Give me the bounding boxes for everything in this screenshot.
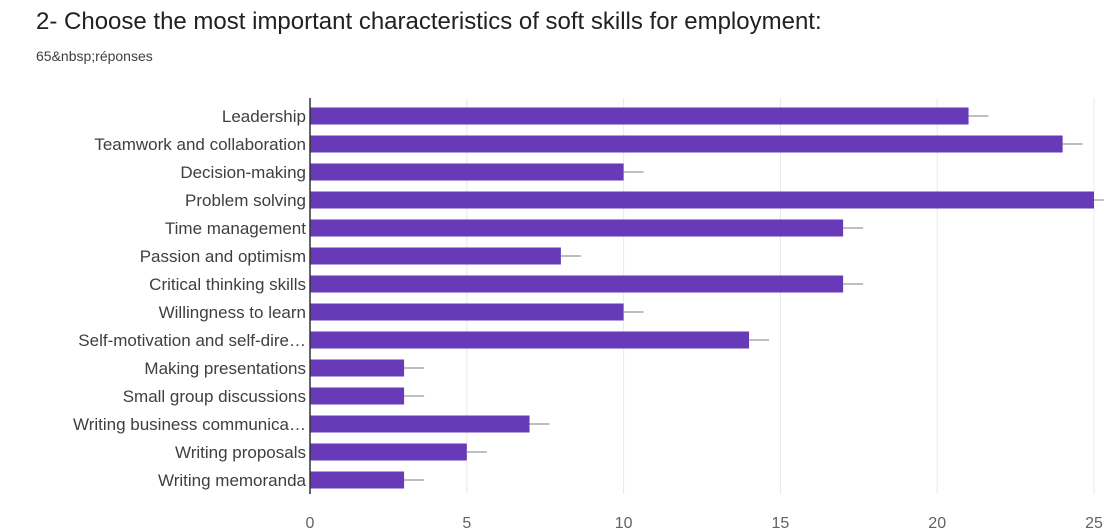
question-title: 2- Choose the most important characteris… — [36, 8, 822, 35]
bar — [310, 107, 969, 125]
bars — [310, 107, 1104, 489]
bar — [310, 135, 1063, 153]
category-label: Writing proposals — [175, 443, 306, 462]
category-label: Writing memoranda — [158, 471, 307, 490]
bar — [310, 331, 750, 349]
bar — [310, 247, 561, 265]
category-label: Teamwork and collaboration — [94, 135, 306, 154]
bar — [310, 303, 624, 321]
category-labels: Leadership Teamwork and collaboration Deci… — [73, 107, 307, 490]
bar — [310, 191, 1094, 209]
category-label: Self-motivation and self-dire… — [78, 331, 306, 350]
category-label: Problem solving — [185, 191, 306, 210]
bar — [310, 443, 467, 461]
category-label: Willingness to learn — [159, 303, 306, 322]
response-count: 65&nbsp;réponses — [36, 48, 153, 64]
bar — [310, 163, 624, 181]
category-label: Passion and optimism — [140, 247, 306, 266]
x-tick-label: 25 — [1085, 515, 1103, 531]
category-label: Small group discussions — [123, 387, 306, 406]
bar — [310, 219, 844, 237]
category-label: Time management — [165, 219, 306, 238]
bar — [310, 471, 405, 489]
category-label: Critical thinking skills — [149, 275, 306, 294]
x-tick-label: 20 — [928, 515, 946, 531]
x-tick-label: 0 — [306, 515, 315, 531]
x-tick-label: 15 — [772, 515, 790, 531]
x-tick-label: 10 — [615, 515, 633, 531]
grid-lines — [466, 98, 1095, 494]
x-axis-ticks: 0 5 10 15 20 25 — [306, 515, 1103, 531]
category-label: Making presentations — [144, 359, 306, 378]
category-label: Leadership — [222, 107, 306, 126]
category-label: Writing business communica… — [73, 415, 306, 434]
bar — [310, 415, 530, 433]
x-tick-label: 5 — [462, 515, 471, 531]
category-label: Decision-making — [180, 163, 306, 182]
bar — [310, 387, 405, 405]
bar — [310, 359, 405, 377]
bar — [310, 275, 844, 293]
